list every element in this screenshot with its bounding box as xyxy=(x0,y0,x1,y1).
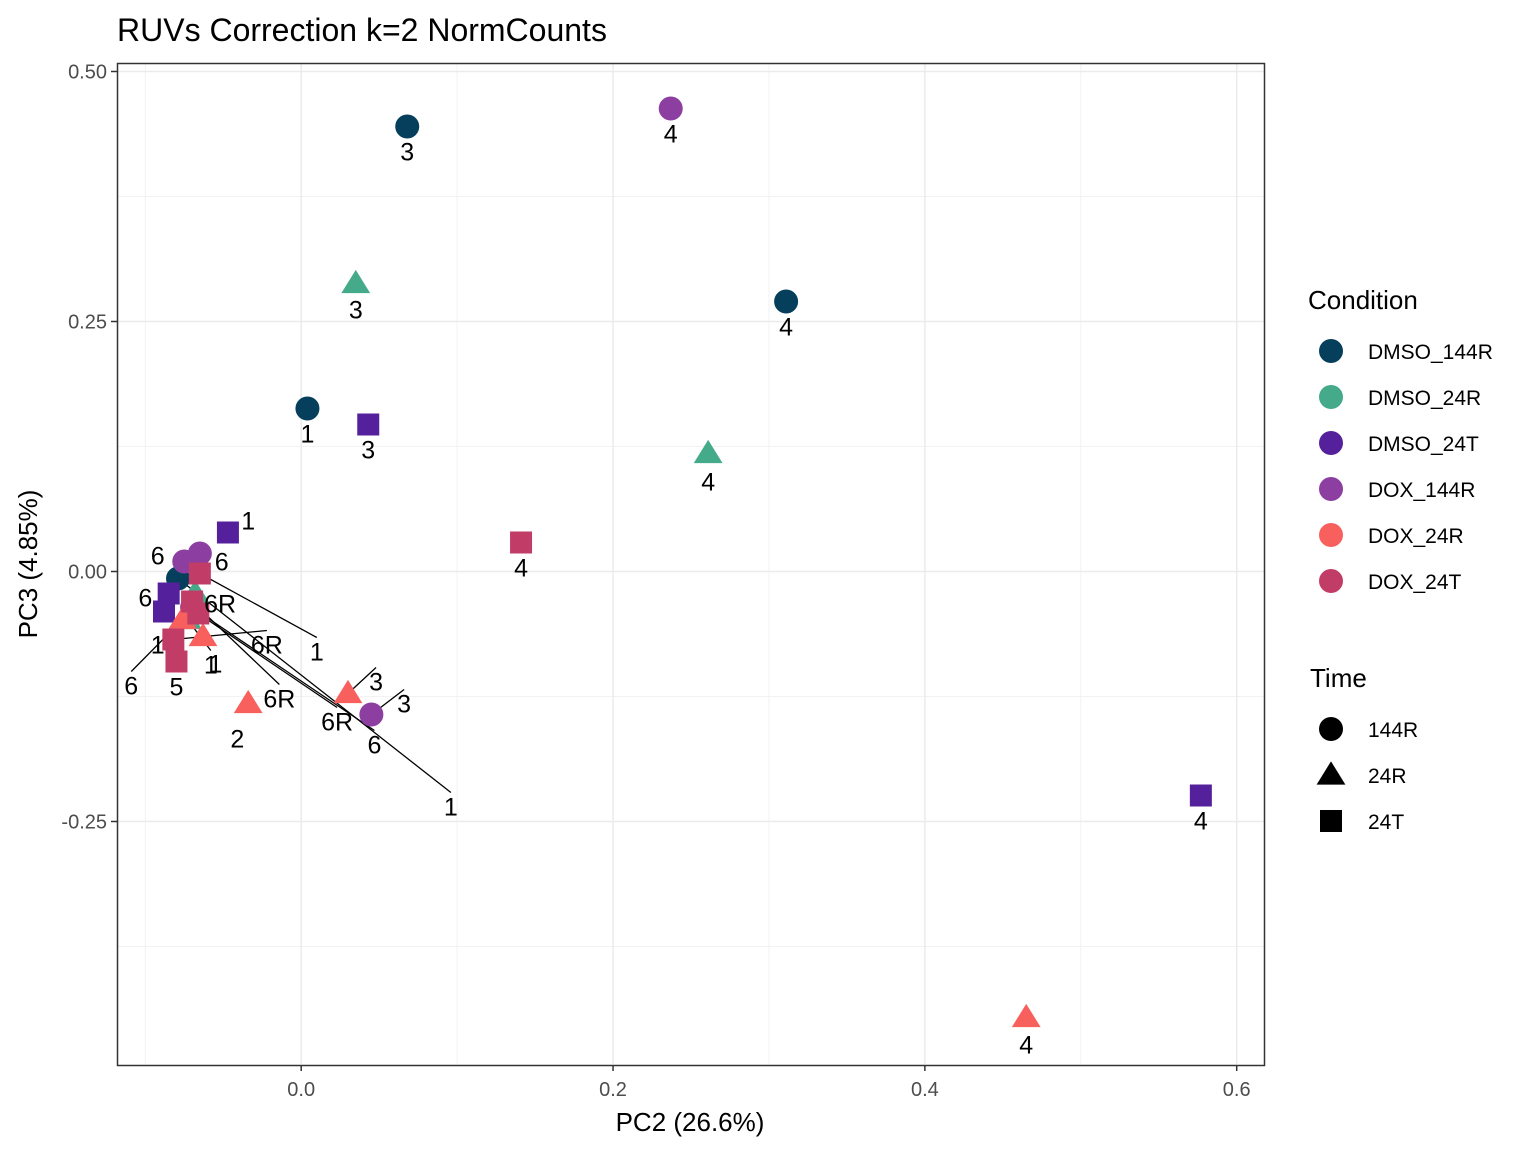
point-label: 1 xyxy=(208,651,222,679)
point-dmso-24t xyxy=(357,413,380,436)
legend-label: DOX_24T xyxy=(1368,571,1462,594)
point-dmso-24t xyxy=(157,582,180,605)
point-dox-144r xyxy=(658,96,683,121)
point-label: 3 xyxy=(397,691,411,719)
x-tick-label: 0.4 xyxy=(911,1079,939,1101)
point-dox-24t xyxy=(510,531,533,554)
legend-condition-title: Condition xyxy=(1308,285,1418,315)
leader-line xyxy=(191,606,375,732)
point-label: 4 xyxy=(514,555,528,583)
legend-label: DOX_144R xyxy=(1368,479,1475,502)
chart-title: RUVs Correction k=2 NormCounts xyxy=(117,12,607,48)
point-dox-24r xyxy=(1011,1003,1041,1028)
point-label: 1 xyxy=(310,639,324,667)
point-label: 4 xyxy=(701,469,715,497)
legend: Condition DMSO_144R DMSO_24R DMSO_24T DOX_1… xyxy=(1308,285,1493,834)
y-tick-label: 0.25 xyxy=(68,312,107,334)
x-axis-title: PC2 (26.6%) xyxy=(616,1107,765,1137)
y-axis-title: PC3 (4.85%) xyxy=(13,490,43,639)
legend-times: 144R 24R 24T xyxy=(1316,717,1418,834)
point-dox-24t xyxy=(162,628,185,651)
point-dox-24t xyxy=(187,602,210,625)
x-axis-ticks: 0.0 0.2 0.4 0.6 xyxy=(287,1065,1251,1101)
point-label: 1 xyxy=(151,632,165,660)
legend-key-dmso-24t xyxy=(1319,431,1343,455)
legend-label: DMSO_24R xyxy=(1368,387,1481,410)
point-label: 6 xyxy=(138,585,152,613)
legend-label: DMSO_144R xyxy=(1368,341,1493,364)
point-label: 1 xyxy=(444,794,458,822)
leader-line xyxy=(197,612,338,709)
point-label: 6 xyxy=(124,673,138,701)
y-tick-label: -0.25 xyxy=(61,812,107,834)
point-dmso-24t xyxy=(152,600,175,623)
grid xyxy=(118,64,1264,1064)
point-dox-144r xyxy=(187,541,212,566)
point-label: 4 xyxy=(1194,808,1208,836)
point-dox-24r xyxy=(188,622,218,647)
point-dmso-24r xyxy=(341,269,371,294)
point-dox-144r xyxy=(359,702,384,727)
legend-time-title: Time xyxy=(1310,663,1367,693)
point-label: 1 xyxy=(241,508,255,536)
point-dox-24r xyxy=(333,679,363,704)
legend-label: DMSO_24T xyxy=(1368,433,1479,456)
y-tick-label: 0.50 xyxy=(68,62,107,84)
point-label: 6 xyxy=(151,543,165,571)
panel-border xyxy=(116,62,1266,1067)
y-tick-label: 0.00 xyxy=(68,562,107,584)
point-dmso-24r xyxy=(693,439,723,464)
point-label: 1 xyxy=(204,652,218,680)
point-dmso-144r xyxy=(395,114,420,139)
x-tick-label: 0.6 xyxy=(1223,1079,1251,1101)
legend-key-dox-24t xyxy=(1319,569,1343,593)
point-label: 1 xyxy=(300,421,314,449)
point-dmso-144r xyxy=(774,289,799,314)
x-tick-label: 0.2 xyxy=(599,1079,627,1101)
legend-label: DOX_24R xyxy=(1368,525,1464,548)
leader-line xyxy=(177,577,452,794)
point-label: 6R xyxy=(204,591,236,619)
point-label: 5 xyxy=(170,674,184,702)
y-axis-ticks: -0.25 0.00 0.25 0.50 xyxy=(61,62,117,834)
x-tick-label: 0.0 xyxy=(287,1079,315,1101)
legend-label: 144R xyxy=(1368,719,1418,742)
legend-key-dmso-24r xyxy=(1319,385,1343,409)
point-dmso-24t xyxy=(1189,784,1212,807)
point-dox-24t xyxy=(188,562,211,585)
legend-key-24r xyxy=(1316,761,1346,785)
leader-line xyxy=(173,629,267,641)
legend-key-dmso-144r xyxy=(1319,339,1343,363)
legend-key-dox-144r xyxy=(1319,477,1343,501)
point-label: 4 xyxy=(1019,1032,1033,1060)
point-label: 3 xyxy=(400,139,414,167)
legend-key-24t xyxy=(1320,810,1342,832)
point-dox-24t xyxy=(165,650,188,673)
point-label: 6R xyxy=(263,686,295,714)
point-dmso-144r xyxy=(295,396,320,421)
leader-line xyxy=(199,572,318,639)
legend-label: 24T xyxy=(1368,811,1404,834)
legend-key-dox-24r xyxy=(1319,523,1343,547)
point-label: 2 xyxy=(230,726,244,754)
point-label: 3 xyxy=(369,669,383,697)
point-label: 4 xyxy=(779,314,793,342)
legend-label: 24R xyxy=(1368,765,1407,788)
point-label: 6 xyxy=(368,732,382,760)
legend-key-144r xyxy=(1319,717,1343,741)
point-label: 3 xyxy=(361,437,375,465)
point-label: 6R xyxy=(251,632,283,660)
point-label: 6R xyxy=(321,709,353,737)
point-dmso-24t xyxy=(216,521,239,544)
legend-conditions: DMSO_144R DMSO_24R DMSO_24T DOX_144R DOX_24R… xyxy=(1319,339,1493,594)
point-label: 6 xyxy=(215,549,229,577)
data-points xyxy=(152,96,1212,1028)
point-label: 3 xyxy=(349,297,363,325)
point-label: 4 xyxy=(664,121,678,149)
point-dox-24r xyxy=(233,689,263,714)
